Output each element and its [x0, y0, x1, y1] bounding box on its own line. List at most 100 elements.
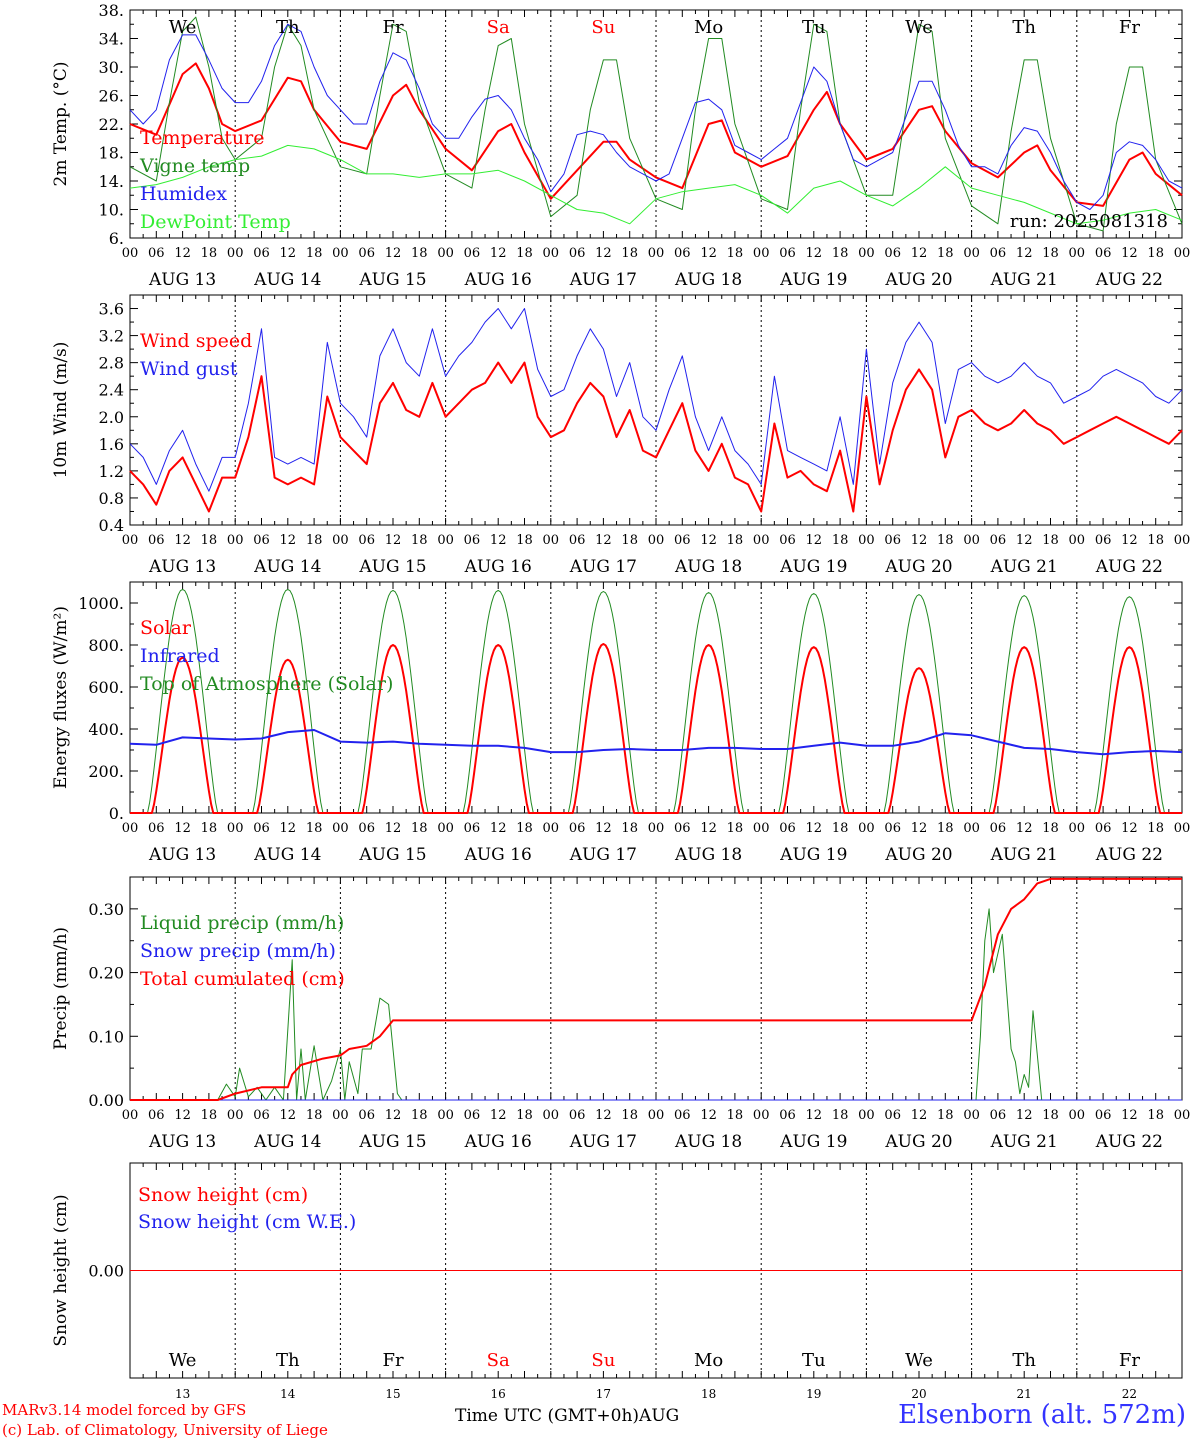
date-label: AUG 19 — [779, 557, 847, 577]
day-number: 20 — [911, 1387, 926, 1401]
x-tick-label: 12 — [911, 246, 928, 261]
x-tick-label: 18 — [937, 533, 954, 548]
x-tick-label: 06 — [464, 533, 481, 548]
day-name: Su — [591, 17, 615, 38]
x-tick-label: 12 — [911, 821, 928, 836]
x-tick-label: 12 — [490, 821, 507, 836]
legend-entry: Top of Atmosphere (Solar) — [140, 673, 393, 695]
x-tick-label: 18 — [937, 1108, 954, 1123]
date-label: AUG 18 — [674, 270, 742, 290]
day-name: Fr — [1119, 17, 1140, 38]
date-label: AUG 21 — [990, 557, 1058, 577]
x-tick-label: 00 — [1069, 533, 1086, 548]
date-label: AUG 18 — [674, 557, 742, 577]
y-tick-label: 22. — [99, 115, 124, 134]
series-line — [129, 144, 1183, 225]
date-label: AUG 22 — [1095, 270, 1163, 290]
date-label: AUG 17 — [569, 270, 637, 290]
y-tick-label: 600. — [88, 678, 124, 697]
x-tick-label: 18 — [621, 821, 638, 836]
x-tick-label: 18 — [201, 1108, 218, 1123]
x-tick-label: 18 — [1042, 533, 1059, 548]
y-tick-label: 2.0 — [99, 408, 124, 427]
x-tick-label: 06 — [779, 1108, 796, 1123]
day-number: 14 — [280, 1387, 296, 1401]
x-tick-label: 00 — [122, 533, 139, 548]
x-tick-label: 00 — [332, 533, 349, 548]
x-tick-label: 00 — [227, 246, 244, 261]
x-tick-label: 12 — [280, 533, 297, 548]
y-tick-label: 400. — [88, 720, 124, 739]
legend-entry: Snow height (cm) — [138, 1184, 308, 1206]
x-tick-label: 06 — [253, 533, 270, 548]
day-name: Fr — [382, 1350, 403, 1371]
run-label: run: 2025081318 — [1010, 211, 1168, 232]
x-tick-label: 18 — [201, 246, 218, 261]
x-tick-label: 18 — [1147, 533, 1164, 548]
x-tick-label: 00 — [543, 1108, 560, 1123]
x-tick-label: 00 — [1069, 246, 1086, 261]
series-line — [130, 643, 1182, 814]
x-tick-label: 12 — [174, 821, 191, 836]
x-tick-label: 06 — [674, 246, 691, 261]
series-line — [129, 23, 1183, 210]
x-tick-label: 18 — [201, 821, 218, 836]
credit-note: (c) Lab. of Climatology, University of L… — [2, 1421, 328, 1439]
series-line — [129, 308, 1183, 492]
date-label: AUG 14 — [253, 1132, 321, 1152]
x-tick-label: 12 — [1016, 533, 1033, 548]
date-label: AUG 20 — [884, 1132, 952, 1152]
x-tick-label: 00 — [1174, 246, 1191, 261]
date-label: AUG 15 — [358, 845, 426, 865]
x-tick-label: 12 — [280, 246, 297, 261]
x-tick-label: 18 — [832, 821, 849, 836]
x-tick-label: 00 — [648, 246, 665, 261]
x-tick-label: 00 — [963, 821, 980, 836]
x-tick-label: 06 — [464, 1108, 481, 1123]
x-tick-label: 06 — [464, 821, 481, 836]
date-label: AUG 13 — [148, 557, 216, 577]
x-tick-label: 18 — [621, 1108, 638, 1123]
x-tick-label: 12 — [595, 533, 612, 548]
x-tick-label: 06 — [253, 246, 270, 261]
x-tick-label: 00 — [332, 246, 349, 261]
day-number: 16 — [491, 1387, 506, 1401]
x-tick-label: 12 — [1016, 246, 1033, 261]
x-tick-label: 18 — [1042, 821, 1059, 836]
x-tick-label: 06 — [884, 1108, 901, 1123]
panel-2: 0.4 0.8 1.2 1.6 2.0 2.4 2.8 3.2 3.6 10m Wind (m/s… — [51, 294, 1190, 577]
legend-entry: Liquid precip (mm/h) — [140, 912, 344, 934]
day-name: We — [169, 1350, 197, 1371]
x-tick-label: 12 — [911, 1108, 928, 1123]
date-label: AUG 15 — [358, 1132, 426, 1152]
x-tick-label: 00 — [122, 821, 139, 836]
x-tick-label: 12 — [700, 1108, 717, 1123]
panel-3: 0. 200. 400. 600. 800. 1000. Energy fluxes (W/… — [51, 581, 1190, 865]
day-number: 13 — [175, 1387, 190, 1401]
series-line — [129, 16, 1183, 232]
x-tick-label: 12 — [1121, 246, 1138, 261]
date-label: AUG 13 — [148, 1132, 216, 1152]
date-label: AUG 17 — [569, 1132, 637, 1152]
day-name: Th — [276, 17, 300, 38]
x-tick-label: 12 — [806, 1108, 823, 1123]
x-tick-label: 18 — [1042, 1108, 1059, 1123]
x-tick-label: 12 — [385, 1108, 402, 1123]
footer-credits: MARv3.14 model forced by GFS (c) Lab. of… — [2, 1400, 328, 1440]
date-label: AUG 20 — [884, 557, 952, 577]
day-number: 17 — [596, 1387, 611, 1401]
x-tick-label: 12 — [700, 533, 717, 548]
x-tick-label: 12 — [595, 821, 612, 836]
x-tick-label: 00 — [753, 821, 770, 836]
x-tick-label: 00 — [648, 821, 665, 836]
day-name: We — [169, 17, 197, 38]
x-tick-label: 18 — [516, 533, 533, 548]
y-tick-label: 200. — [88, 762, 124, 781]
x-tick-label: 06 — [569, 533, 586, 548]
x-tick-label: 18 — [306, 1108, 323, 1123]
x-tick-label: 06 — [1095, 1108, 1112, 1123]
date-label: AUG 19 — [779, 270, 847, 290]
x-tick-label: 00 — [122, 246, 139, 261]
x-tick-label: 18 — [201, 533, 218, 548]
